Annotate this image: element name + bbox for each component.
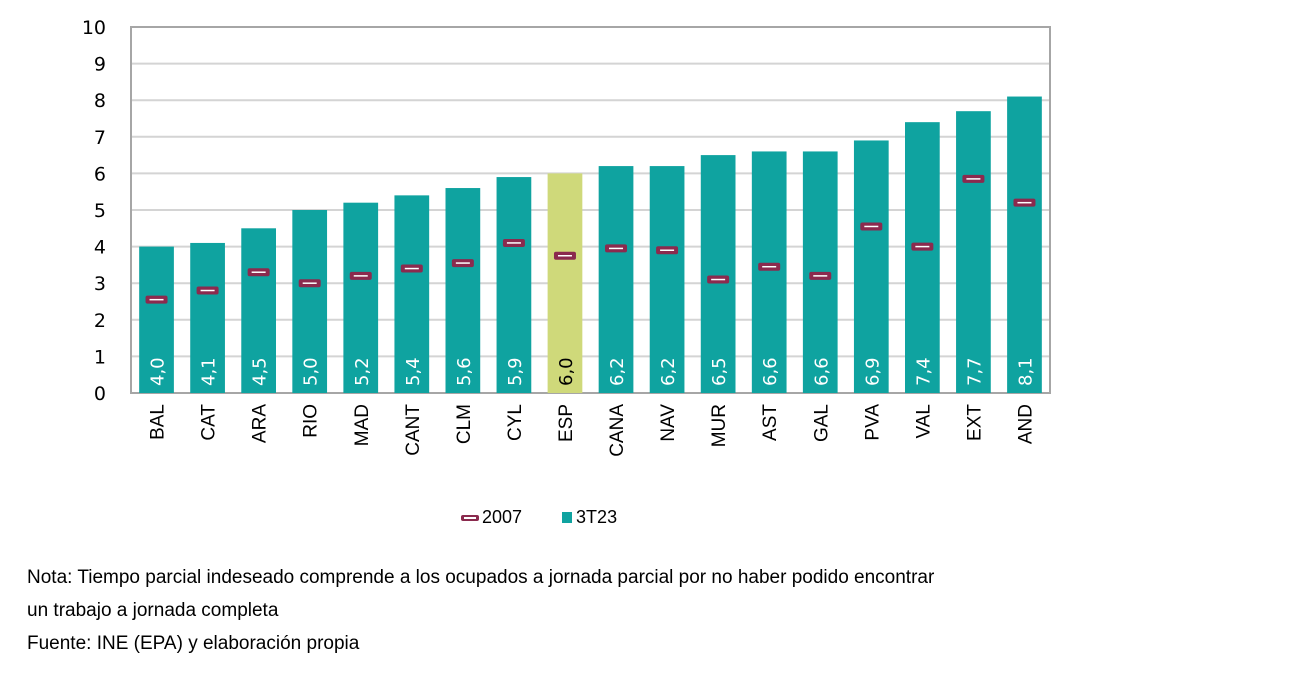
x-tick-label: EXT <box>964 404 985 441</box>
data-label: 4,5 <box>250 357 271 386</box>
data-label: 5,4 <box>403 357 424 386</box>
x-tick-label: CLM <box>454 404 475 444</box>
legend-label-3t23: 3T23 <box>576 507 618 527</box>
data-label: 5,2 <box>352 357 373 386</box>
data-label: 8,1 <box>1015 357 1036 386</box>
x-tick-label: NAV <box>658 404 679 442</box>
data-label: 6,2 <box>658 357 679 386</box>
x-tick-label: AST <box>760 404 781 441</box>
data-label: 4,0 <box>148 357 169 386</box>
bar-bal <box>139 246 174 393</box>
x-tick-label: GAL <box>811 404 832 442</box>
bar-pva <box>853 140 889 393</box>
source-line: Fuente: INE (EPA) y elaboración propia <box>27 633 360 654</box>
bar-val <box>905 122 940 393</box>
x-tick-label: RIO <box>301 404 322 438</box>
y-tick-label: 6 <box>94 163 106 185</box>
x-tick-label: MAD <box>352 404 373 446</box>
chart-legend: 2007 3T23 <box>461 507 657 528</box>
legend-label-2007: 2007 <box>482 507 523 527</box>
bar-rio <box>292 210 328 393</box>
x-tick-label: ESP <box>556 404 577 442</box>
bar-cana <box>598 166 634 393</box>
y-tick-label: 8 <box>94 90 106 112</box>
bar-mur <box>700 155 736 393</box>
x-tick-label: VAL <box>913 404 934 439</box>
bar-ext <box>956 111 991 394</box>
x-tick-label: CANT <box>403 404 424 456</box>
data-label: 6,2 <box>607 357 628 386</box>
data-label: 5,0 <box>301 357 322 386</box>
bar-nav <box>649 166 685 393</box>
legend-item-3t23: 3T23 <box>562 507 617 528</box>
bar-mad <box>343 202 379 393</box>
data-label: 6,6 <box>760 357 781 386</box>
legend-swatch-3t23-icon <box>562 512 573 523</box>
y-tick-label: 5 <box>94 200 106 222</box>
x-tick-label: AND <box>1015 404 1036 444</box>
y-tick-label: 3 <box>94 273 106 295</box>
note-line-2: un trabajo a jornada completa <box>27 600 279 621</box>
bar-chart: 0 1 2 3 4 5 6 7 8 9 10 4,0 BAL 4,1 CAT 4,5 ARA 5,0 RIO 5,2 M… <box>82 17 1051 457</box>
bar-esp <box>547 173 583 393</box>
bar-ara <box>241 228 276 393</box>
y-tick-label: 2 <box>94 310 106 332</box>
x-tick-label: MUR <box>709 404 730 447</box>
x-tick-label: CAT <box>199 404 220 441</box>
bar-cant <box>394 195 430 393</box>
x-tick-label: ARA <box>250 404 271 443</box>
bar-cat <box>190 242 225 393</box>
x-tick-label: CANA <box>607 404 628 457</box>
y-tick-label: 0 <box>94 383 106 405</box>
y-tick-label: 1 <box>94 346 106 368</box>
x-tick-label: BAL <box>148 404 169 440</box>
legend-marker-2007-icon <box>461 514 479 521</box>
data-label: 4,1 <box>199 357 220 386</box>
data-label: 5,9 <box>505 357 526 386</box>
y-tick-label: 9 <box>94 54 106 76</box>
data-label: 5,6 <box>454 357 475 386</box>
data-label: 6,9 <box>862 357 883 386</box>
data-label: 6,6 <box>811 357 832 386</box>
bar-clm <box>445 188 481 393</box>
y-tick-label: 10 <box>82 17 106 39</box>
data-label: 7,4 <box>913 357 934 386</box>
y-tick-label: 7 <box>94 127 106 149</box>
data-label: 7,7 <box>964 357 985 386</box>
data-label: 6,5 <box>709 357 730 386</box>
chart-notes: Nota: Tiempo parcial indeseado comprende… <box>27 561 934 660</box>
x-tick-label: PVA <box>862 404 883 441</box>
bar-and <box>1007 96 1042 393</box>
legend-item-2007: 2007 <box>461 507 522 528</box>
x-tick-label: CYL <box>505 404 526 441</box>
y-tick-label: 4 <box>94 237 106 259</box>
bar-cyl <box>496 177 532 393</box>
bar-ast <box>751 151 787 393</box>
note-line-1: Nota: Tiempo parcial indeseado comprende… <box>27 567 935 588</box>
plot-area-border <box>130 26 1051 394</box>
data-label: 6,0 <box>556 357 577 386</box>
